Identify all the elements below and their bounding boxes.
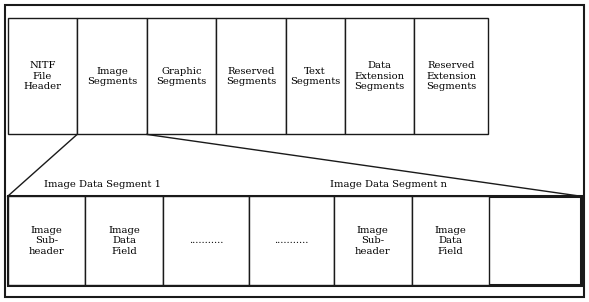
Bar — [412, 196, 489, 285]
Text: Image
Sub-
header: Image Sub- header — [355, 226, 391, 256]
Text: NITF
File
Header: NITF File Header — [24, 61, 61, 91]
Bar — [216, 18, 286, 134]
Text: Image
Data
Field: Image Data Field — [108, 226, 140, 256]
Text: Image
Data
Field: Image Data Field — [435, 226, 466, 256]
Bar — [85, 196, 163, 285]
Text: Image Data Segment n: Image Data Segment n — [330, 180, 447, 189]
Bar — [163, 196, 249, 285]
Text: Reserved
Segments: Reserved Segments — [226, 66, 276, 86]
Text: Image Data Segment 1: Image Data Segment 1 — [44, 180, 161, 189]
Bar — [77, 18, 147, 134]
Text: Graphic
Segments: Graphic Segments — [156, 66, 207, 86]
Text: Image
Segments: Image Segments — [87, 66, 137, 86]
Bar — [8, 18, 77, 134]
Text: ...........: ........... — [274, 236, 309, 245]
Bar — [8, 196, 581, 285]
Text: Text
Segments: Text Segments — [290, 66, 340, 86]
Bar — [147, 18, 216, 134]
Text: ...........: ........... — [188, 236, 223, 245]
Bar — [334, 196, 412, 285]
Bar — [345, 18, 414, 134]
Bar — [8, 196, 85, 285]
Text: Reserved
Extension
Segments: Reserved Extension Segments — [426, 61, 477, 91]
Bar — [249, 196, 334, 285]
Text: Image
Sub-
header: Image Sub- header — [29, 226, 64, 256]
Bar — [414, 18, 488, 134]
Bar — [286, 18, 345, 134]
Text: Data
Extension
Segments: Data Extension Segments — [354, 61, 405, 91]
